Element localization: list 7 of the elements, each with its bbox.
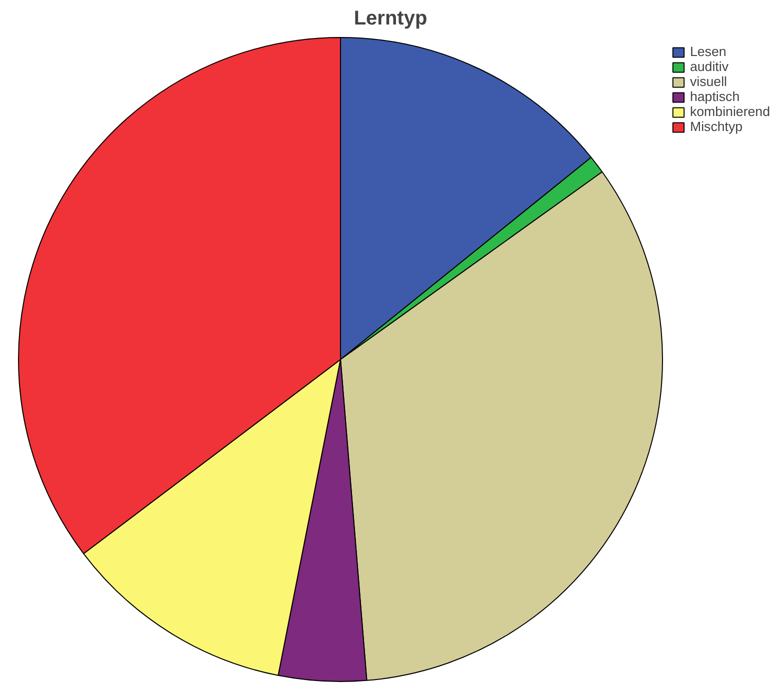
legend-label: auditiv xyxy=(690,59,729,74)
legend-label: haptisch xyxy=(690,89,740,104)
legend-label: visuell xyxy=(690,74,728,89)
legend-label: kombinierend xyxy=(690,104,770,119)
legend-label: Lesen xyxy=(690,44,726,59)
legend-label: Mischtyp xyxy=(690,119,743,134)
chart-title: Lerntyp xyxy=(354,8,428,30)
